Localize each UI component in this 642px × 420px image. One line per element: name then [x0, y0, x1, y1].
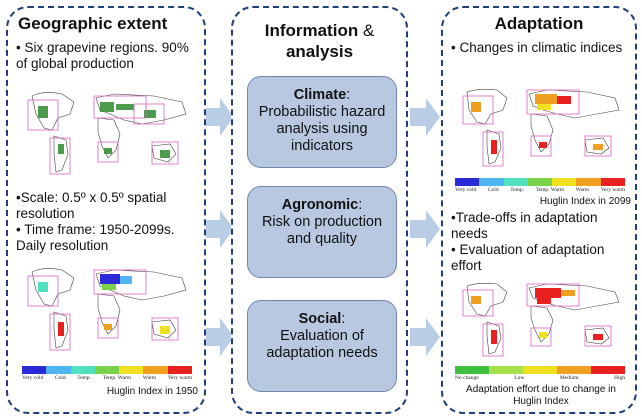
- trade-offs-bullet: •Trade-offs in adaptation needs: [451, 210, 598, 241]
- huglin-2099-caption: Huglin Index in 2099: [539, 196, 631, 207]
- huglin-legend-labels: Very cold Cold Temp. Temp. Warm Warm Ver…: [22, 375, 192, 381]
- arrow-right-icon: [410, 98, 440, 136]
- information-analysis-title: Information & analysis: [233, 20, 406, 62]
- agronomic-heading: Agronomic: [281, 197, 359, 213]
- heading-colon: :: [341, 311, 346, 327]
- effort-legend-labels: No change Low Medium High: [455, 375, 625, 381]
- legend-label: Medium: [559, 375, 579, 381]
- time-frame-bullet: • Time frame: 1950-2099s. Daily resoluti…: [16, 222, 175, 253]
- legend-label: Very warm: [600, 187, 625, 193]
- regions-bullet: • Six grapevine regions. 90% of global p…: [16, 40, 189, 71]
- huglin-1950-map: [14, 260, 200, 364]
- climate-box: Climate: Probabilistic hazard analysis u…: [247, 76, 397, 168]
- scale-bullet: •Scale: 0.5º x 0.5º spatial resolution: [16, 190, 167, 221]
- legend-label: Temp. Warm: [102, 375, 132, 381]
- heading-colon: :: [346, 87, 351, 103]
- grapevine-regions-map: [14, 84, 200, 188]
- title-analysis: analysis: [285, 42, 354, 61]
- legend-label: Cold: [54, 375, 66, 381]
- legend-label: Low: [514, 375, 525, 381]
- adaptation-panel: Adaptation • Changes in climatic indices: [441, 6, 637, 414]
- legend-label: Temp.: [510, 187, 525, 193]
- agronomic-description: Risk on production and quality: [261, 214, 383, 247]
- information-analysis-panel: Information & analysis Climate: Probabil…: [231, 6, 408, 414]
- adaptation-effort-map: [449, 278, 631, 366]
- adaptation-title: Adaptation: [494, 14, 584, 33]
- legend-label: Cold: [487, 187, 499, 193]
- huglin-legend-bar: [22, 366, 192, 374]
- huglin-2099-legend-labels: Very cold Cold Temp. Temp. Warm Warm Ver…: [455, 187, 625, 193]
- huglin-2099-legend-bar: [455, 178, 625, 186]
- effort-legend-bar: [455, 366, 625, 374]
- title-information: Information: [264, 21, 359, 40]
- legend-label: High: [614, 375, 625, 381]
- legend-label: Very warm: [167, 375, 192, 381]
- huglin-1950-caption: Huglin Index in 1950: [106, 386, 198, 397]
- arrow-right-icon: [410, 210, 440, 248]
- adaptation-effort-bullet: • Evaluation of adaptation effort: [451, 242, 605, 273]
- huglin-2099-map: [449, 82, 631, 178]
- social-heading: Social: [298, 311, 342, 327]
- geographic-extent-panel: Geographic extent • Six grapevine region…: [6, 6, 206, 414]
- legend-label: Very cold: [455, 187, 477, 193]
- effort-caption: Adaptation effort due to change in Hugli…: [466, 384, 616, 407]
- legend-label: Warm: [142, 375, 157, 381]
- climate-heading: Climate: [293, 87, 347, 103]
- social-description: Evaluation of adaptation needs: [266, 328, 378, 361]
- social-box: Social: Evaluation of adaptation needs: [247, 300, 397, 392]
- legend-label: Temp. Warm: [535, 187, 565, 193]
- agronomic-box: Agronomic: Risk on production and qualit…: [247, 186, 397, 278]
- title-amp: &: [358, 21, 375, 40]
- climatic-indices-bullet: • Changes in climatic indices: [451, 40, 623, 55]
- legend-label: No change: [455, 375, 479, 381]
- geographic-extent-title: Geographic extent: [18, 14, 168, 33]
- heading-colon: :: [358, 197, 363, 213]
- arrow-right-icon: [204, 210, 234, 248]
- legend-label: Warm: [575, 187, 590, 193]
- legend-label: Temp.: [77, 375, 92, 381]
- arrow-right-icon: [204, 98, 234, 136]
- legend-label: Very cold: [22, 375, 44, 381]
- arrow-right-icon: [204, 318, 234, 356]
- arrow-right-icon: [410, 318, 440, 356]
- climate-description: Probabilistic hazard analysis using indi…: [258, 104, 386, 154]
